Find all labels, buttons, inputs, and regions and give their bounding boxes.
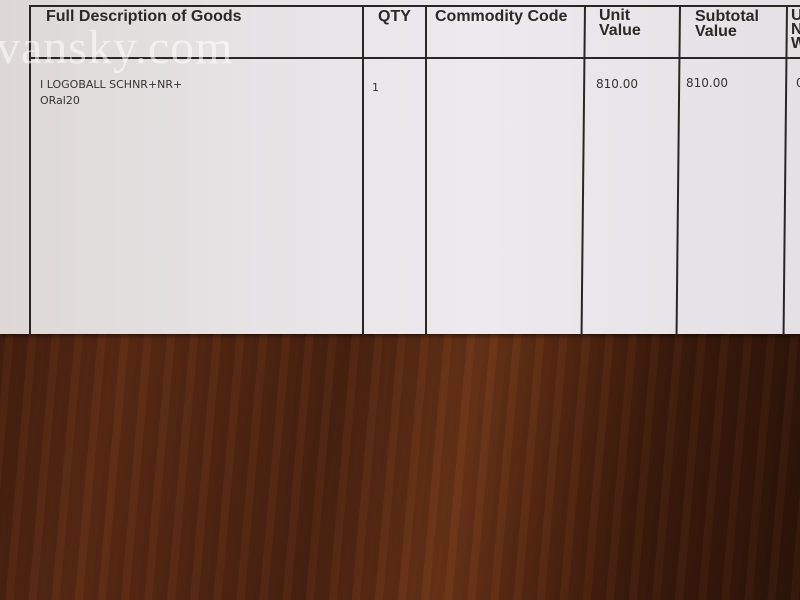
header-qty: QTY bbox=[378, 8, 411, 25]
description-line-1: I LOGOBALL SCHNR+NR+ bbox=[40, 78, 183, 91]
wooden-table bbox=[0, 330, 800, 600]
column-divider bbox=[782, 4, 788, 335]
description-line-2: ORal20 bbox=[40, 94, 80, 107]
table-top-border bbox=[30, 5, 800, 7]
header-commodity-code: Commodity Code bbox=[435, 8, 568, 25]
header-unit-value: Unit Value bbox=[599, 7, 641, 39]
header-unit-net-weight: U N W bbox=[791, 7, 800, 52]
unit-value: 810.00 bbox=[596, 77, 638, 91]
column-divider bbox=[362, 5, 364, 335]
column-divider bbox=[29, 5, 31, 335]
invoice-paper: Full Description of Goods QTY Commodity … bbox=[0, 0, 800, 335]
subtotal-value: 810.00 bbox=[686, 76, 728, 90]
qty-value: 1 bbox=[372, 81, 379, 94]
header-subtotal-value: Subtotal Value bbox=[695, 8, 759, 40]
unit-net-weight-value: 0 bbox=[796, 76, 800, 90]
column-divider bbox=[425, 5, 427, 335]
header-divider bbox=[30, 57, 800, 59]
column-divider bbox=[675, 4, 681, 335]
watermark: vansky.com bbox=[0, 21, 234, 74]
column-divider bbox=[580, 4, 586, 335]
header-description: Full Description of Goods bbox=[46, 8, 242, 25]
